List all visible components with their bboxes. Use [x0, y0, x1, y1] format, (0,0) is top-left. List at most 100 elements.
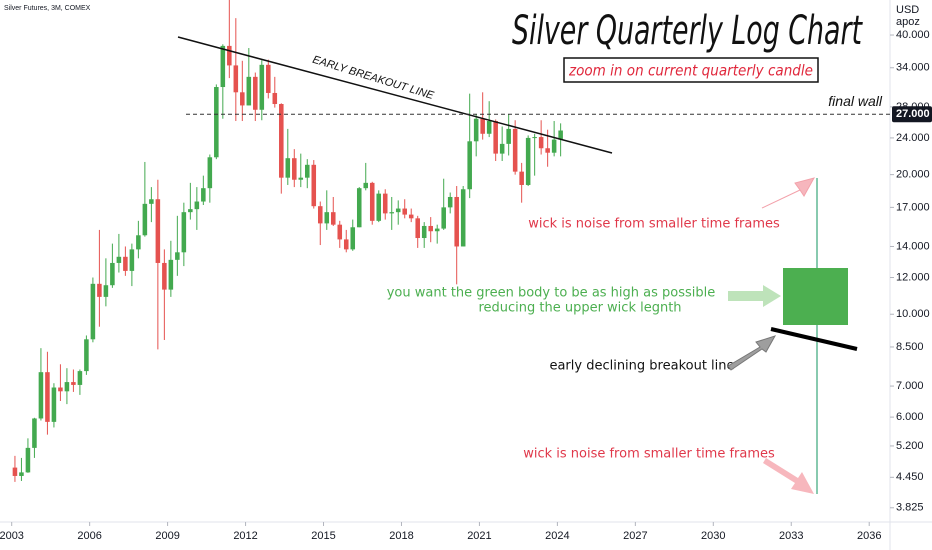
schematic-breakout-line [770, 327, 858, 351]
candle-body [421, 225, 427, 239]
candle-body [207, 157, 213, 189]
y-tick-label: 5.200 [896, 440, 924, 452]
candle-body [447, 196, 453, 208]
candle-body [45, 372, 50, 422]
currency-label: USD [896, 4, 919, 16]
x-tick-label: 2003 [0, 530, 24, 542]
candle-body [64, 382, 70, 392]
candle-body [77, 371, 83, 385]
candle-body [175, 252, 180, 260]
candle-body [363, 182, 369, 189]
arrow-top [761, 177, 816, 209]
y-tick-label: 10.000 [896, 308, 930, 320]
candle-body [532, 137, 537, 139]
y-tick-label: 14.000 [896, 240, 930, 252]
candle-body [220, 45, 226, 88]
candle-body [129, 249, 135, 271]
subtitle-box [563, 57, 819, 83]
candle-body [38, 372, 44, 419]
y-tick-label: 4.450 [896, 471, 924, 483]
x-tick-label: 2015 [311, 530, 335, 542]
candle-body [214, 87, 219, 158]
candle-body [545, 148, 550, 153]
candle-body [272, 92, 278, 105]
candle-body [58, 387, 63, 392]
candle-body [376, 193, 382, 221]
wick-note-bottom: wick is noise from smaller time frames [523, 447, 775, 462]
y-tick-label: 7.000 [896, 380, 924, 392]
candle-body [467, 141, 472, 190]
candle-body [266, 64, 271, 93]
candle-body [551, 139, 557, 153]
candle-body [324, 212, 330, 224]
x-tick-label: 2012 [233, 530, 257, 542]
candle-body [519, 171, 524, 185]
y-tick-label: 6.000 [896, 411, 924, 423]
candle-body [356, 188, 362, 228]
candle-body [240, 92, 245, 106]
x-tick-label: 2021 [467, 530, 491, 542]
candle-body [142, 203, 148, 236]
candle-body [402, 208, 407, 215]
price-label-box [892, 106, 932, 123]
candle-body [428, 225, 433, 232]
candle-body [194, 201, 200, 210]
candle-body [259, 64, 265, 110]
candle-body [486, 121, 492, 134]
candle-body [480, 118, 485, 134]
candle-body [32, 418, 37, 448]
source-label: Silver Futures, 3M, COMEX [4, 5, 91, 12]
candle-body [110, 262, 115, 286]
candle-body [460, 189, 466, 247]
x-tick-label: 2030 [701, 530, 725, 542]
candle-body [343, 239, 349, 250]
candle-body [136, 235, 141, 250]
x-tick-label: 2024 [545, 530, 569, 542]
candle-body [227, 45, 232, 66]
body-note-1: you want the green body to be as high as… [387, 286, 716, 301]
candle-body [337, 224, 343, 240]
arrow-bottom [763, 458, 814, 494]
candle-body [558, 130, 563, 140]
candle-body [506, 128, 511, 144]
candle-body [408, 214, 414, 219]
y-tick-label: 20.000 [896, 169, 930, 181]
price-label: 27.000 [896, 108, 930, 120]
x-tick-label: 2006 [77, 530, 101, 542]
x-tick-label: 2009 [155, 530, 179, 542]
candle-body [246, 76, 252, 106]
candle-body [369, 182, 375, 221]
candle-body [382, 193, 388, 214]
x-tick-label: 2033 [779, 530, 803, 542]
candle-body [279, 104, 284, 178]
candle-body [473, 118, 479, 142]
candle-body [292, 158, 297, 180]
breakout-trendline [177, 36, 613, 154]
candle-body [298, 177, 304, 180]
y-tick-label: 12.000 [896, 271, 930, 283]
candle-body [538, 137, 544, 149]
candle-body [441, 207, 446, 229]
y-tick-label: 40.000 [896, 29, 930, 41]
candle-body [162, 262, 167, 290]
candle-body [415, 218, 420, 239]
wick-note-top: wick is noise from smaller time frames [528, 217, 780, 232]
x-tick-label: 2027 [623, 530, 647, 542]
arrow-black [727, 335, 777, 371]
candle-body [188, 209, 193, 213]
candle-body [330, 212, 336, 225]
candle-body [512, 128, 518, 172]
candle-body [123, 256, 128, 271]
x-tick-label: 2018 [389, 530, 413, 542]
candle-body [454, 196, 459, 247]
candle-body [168, 259, 174, 290]
candle-body [317, 206, 323, 224]
candle-body [305, 164, 310, 178]
y-tick-label: 34.000 [896, 62, 930, 74]
plot-area [12, 0, 563, 482]
y-tick-label: 8.500 [896, 341, 924, 353]
candle-body [389, 212, 395, 214]
candle-body [19, 472, 24, 476]
